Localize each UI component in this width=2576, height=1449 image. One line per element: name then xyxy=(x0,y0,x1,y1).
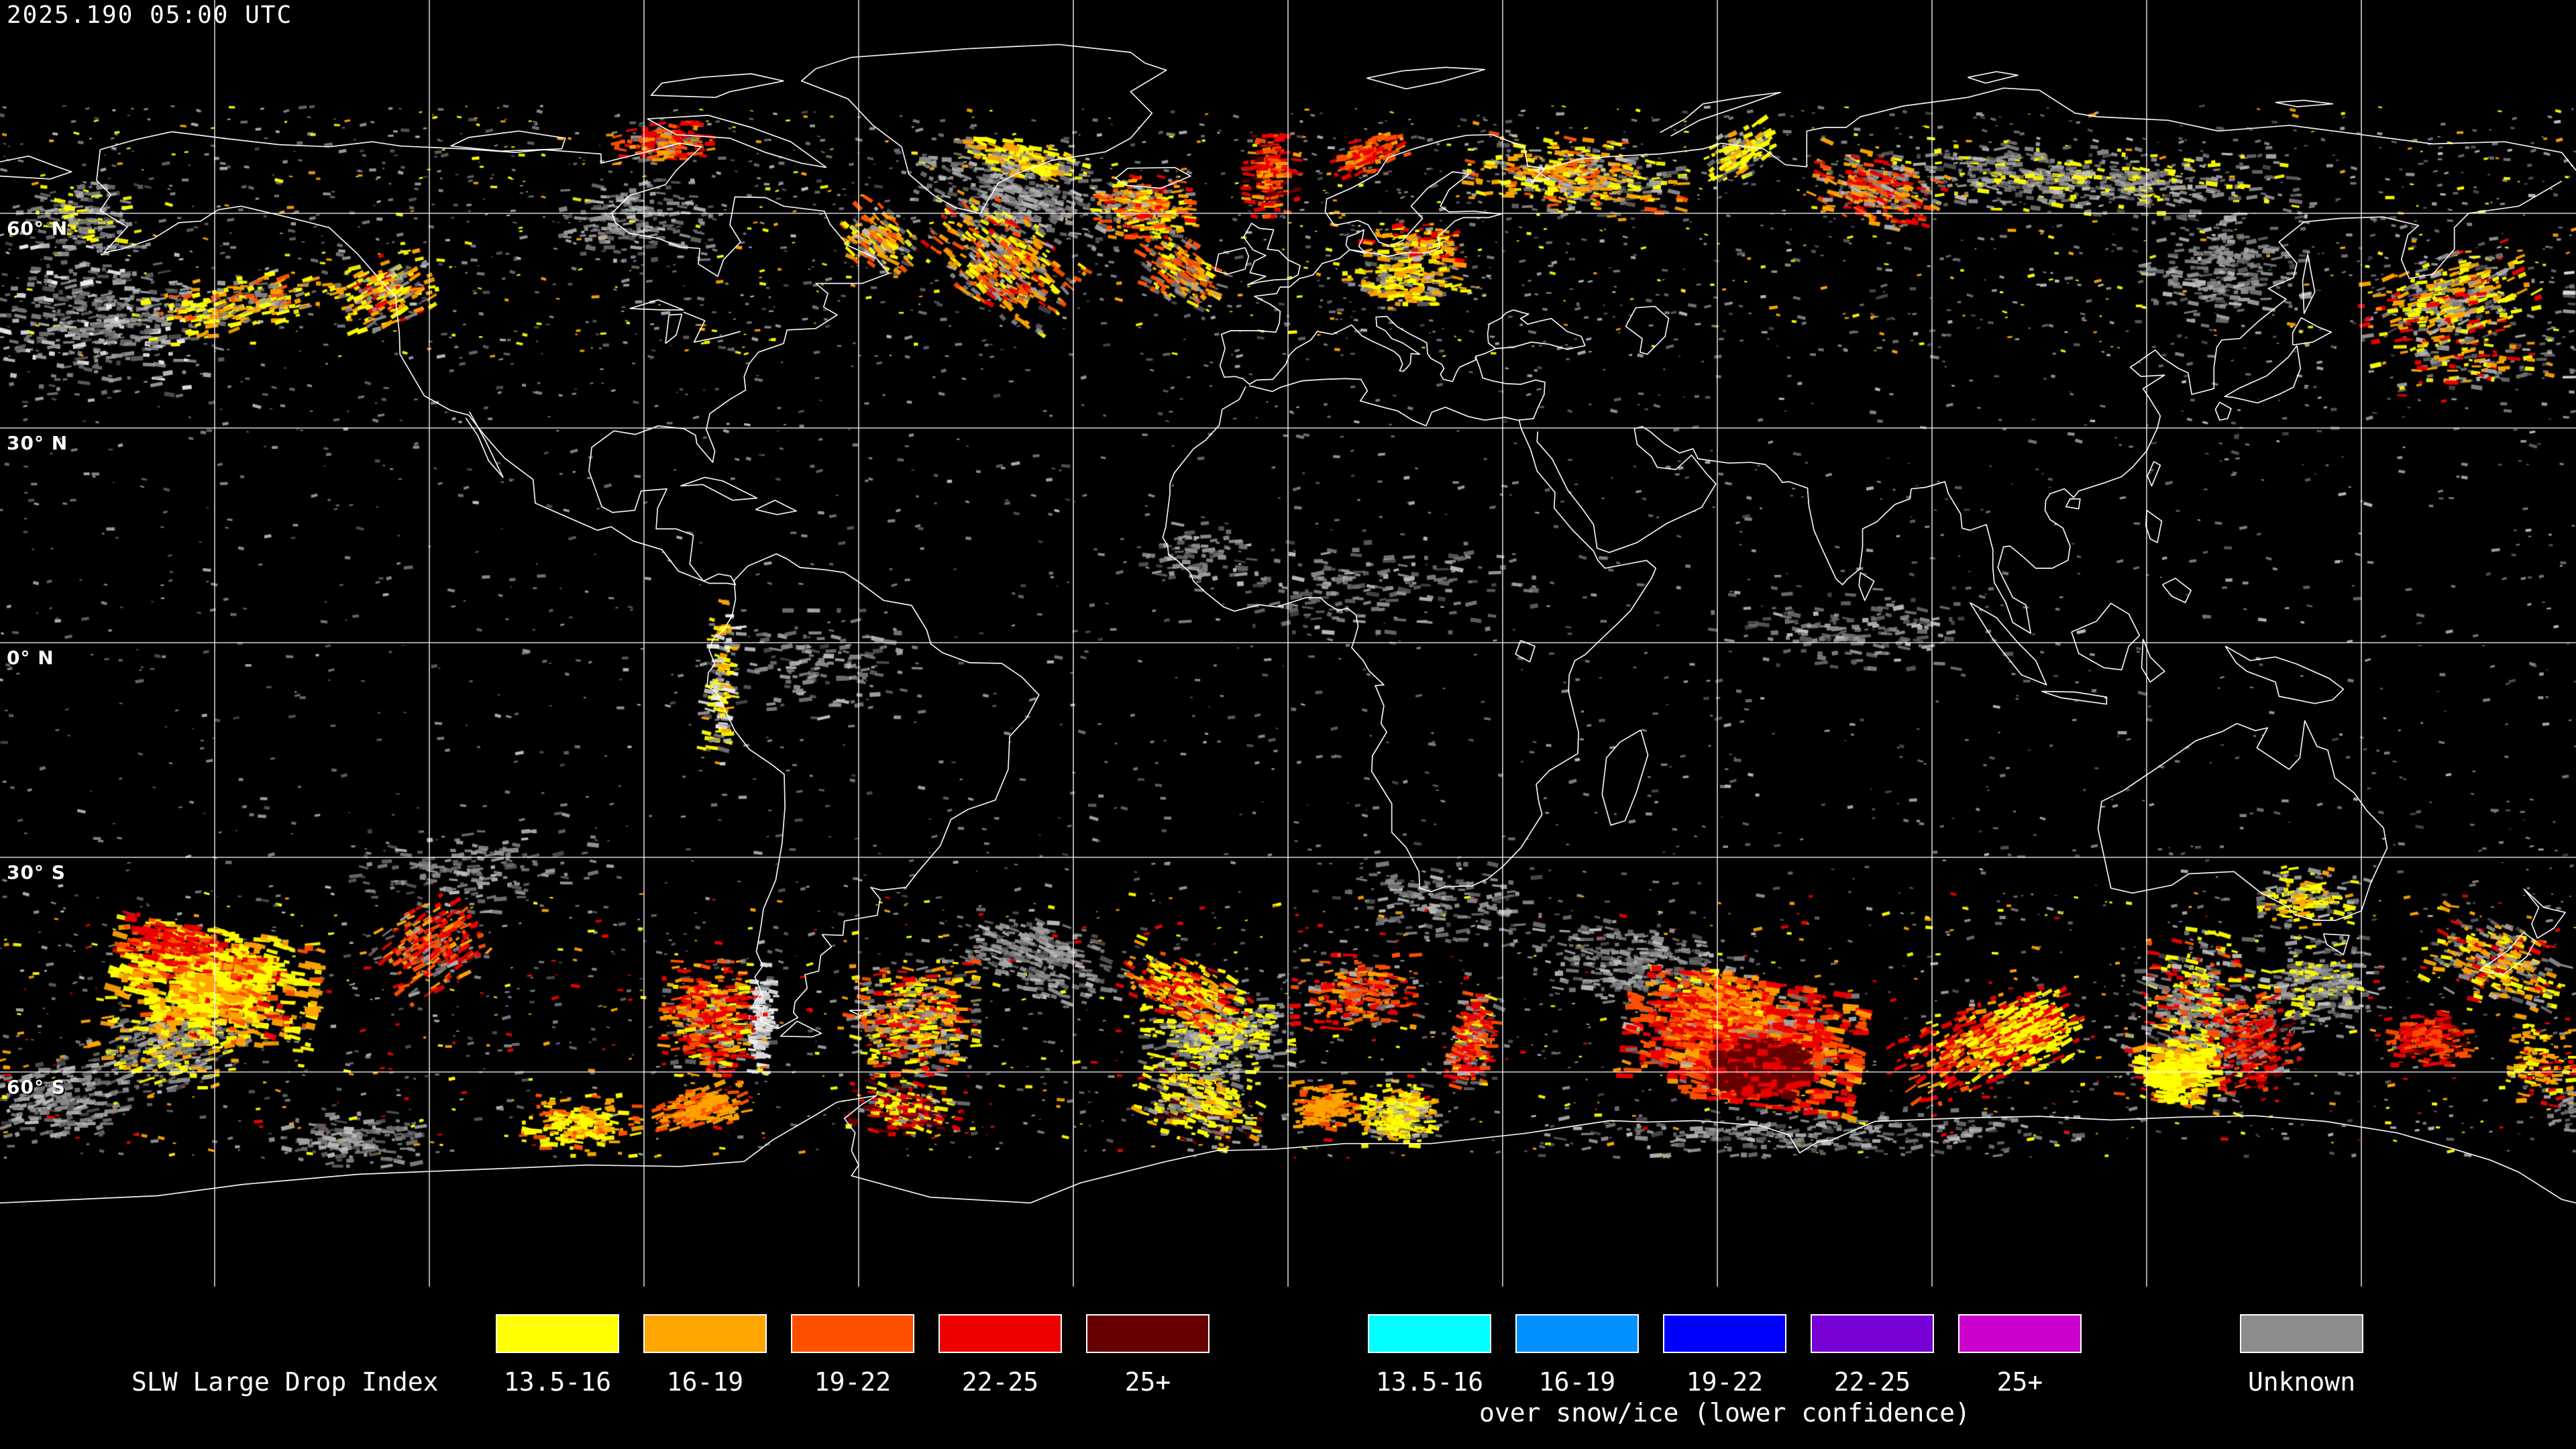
legend-bin-label: 19-22 xyxy=(814,1367,892,1397)
coastline xyxy=(2322,933,2350,955)
coastline xyxy=(0,155,72,180)
legend-swatch-snow-16-19 xyxy=(1515,1314,1639,1353)
coastline xyxy=(780,1020,822,1038)
coastline xyxy=(1243,223,1301,286)
coastline xyxy=(1634,180,2563,634)
coastline xyxy=(1366,66,1486,90)
legend-bin-label: 22-25 xyxy=(961,1367,1039,1397)
timestamp-label: 2025.190 05:00 UTC xyxy=(7,1,293,29)
coastline xyxy=(1601,729,1649,826)
latitude-label: 30° N xyxy=(7,432,68,454)
latitude-label: 60° S xyxy=(7,1076,66,1098)
legend-swatch-snow-19-22 xyxy=(1663,1314,1786,1353)
coastline xyxy=(755,499,798,515)
coastline xyxy=(0,1095,2576,1204)
coastline xyxy=(2302,254,2316,315)
coastline xyxy=(800,44,1167,214)
latitude-label: 30° S xyxy=(7,861,66,883)
coastline xyxy=(2145,510,2163,543)
latitude-label: 0° N xyxy=(7,647,54,669)
coastline xyxy=(849,1009,874,1017)
coastline xyxy=(96,131,890,586)
coastline xyxy=(1214,247,1250,275)
coastline xyxy=(2065,498,2081,510)
coastline xyxy=(2097,720,2388,921)
legend-swatch-normal-22-25 xyxy=(938,1314,1062,1353)
coastline xyxy=(680,476,758,501)
coastline xyxy=(450,130,566,152)
coastline xyxy=(2214,401,2232,421)
legend-bin-label: 16-19 xyxy=(1538,1367,1616,1397)
coastline xyxy=(2041,690,2108,705)
coastline xyxy=(1660,91,1781,137)
legend-swatch-normal-13.5-16 xyxy=(496,1314,619,1353)
legend-swatch-normal-19-22 xyxy=(791,1314,914,1353)
legend-swatch-unknown xyxy=(2240,1314,2363,1353)
legend-bin-label: 13.5-16 xyxy=(1375,1367,1484,1397)
coastline xyxy=(2071,602,2141,671)
legend-bin-label: 19-22 xyxy=(1686,1367,1764,1397)
coastline xyxy=(465,411,504,478)
coastline xyxy=(1115,166,1191,189)
coastline xyxy=(1660,87,2576,171)
legend-bin-label: 16-19 xyxy=(666,1367,744,1397)
coastline xyxy=(1219,133,1660,385)
coastline xyxy=(647,115,827,168)
coastline xyxy=(1515,640,1536,663)
coastline xyxy=(1858,572,1875,601)
coastline xyxy=(2224,345,2302,404)
legend-bin-label: 22-25 xyxy=(1833,1367,1911,1397)
coastline xyxy=(2161,578,2192,604)
legend-swatch-normal-16-19 xyxy=(643,1314,767,1353)
coastline xyxy=(2141,639,2165,683)
legend-unknown-label: Unknown xyxy=(2247,1367,2356,1397)
coastline xyxy=(2523,888,2566,939)
latitude-label: 60° N xyxy=(7,217,68,239)
coastline xyxy=(1249,356,1546,427)
coastline xyxy=(2479,932,2536,975)
legend-title: SLW Large Drop Index xyxy=(131,1367,439,1397)
coastline xyxy=(665,313,683,344)
legend-swatch-normal-25+ xyxy=(1086,1314,1210,1353)
coastline xyxy=(1162,386,1657,893)
legend-bin-label: 13.5-16 xyxy=(503,1367,612,1397)
coastline xyxy=(1969,602,2047,686)
coastline xyxy=(2147,461,2161,487)
legend-bin-label: 25+ xyxy=(1124,1367,1171,1397)
legend-snow-caption: over snow/ice (lower confidence) xyxy=(1479,1398,1971,1428)
coastline xyxy=(1536,428,1717,553)
coastline xyxy=(629,299,684,311)
legend-bin-label: 25+ xyxy=(1996,1367,2043,1397)
coastline xyxy=(1625,305,1670,355)
coastline xyxy=(2275,99,2334,107)
coastline xyxy=(706,553,1040,1029)
legend-swatch-snow-25+ xyxy=(1958,1314,2082,1353)
coastline xyxy=(650,73,784,99)
coastline xyxy=(1968,70,2019,84)
coastline xyxy=(2224,645,2345,704)
coastline xyxy=(2292,317,2332,346)
legend-swatch-snow-13.5-16 xyxy=(1368,1314,1491,1353)
coastline xyxy=(683,311,741,343)
legend-swatch-snow-22-25 xyxy=(1811,1314,1934,1353)
